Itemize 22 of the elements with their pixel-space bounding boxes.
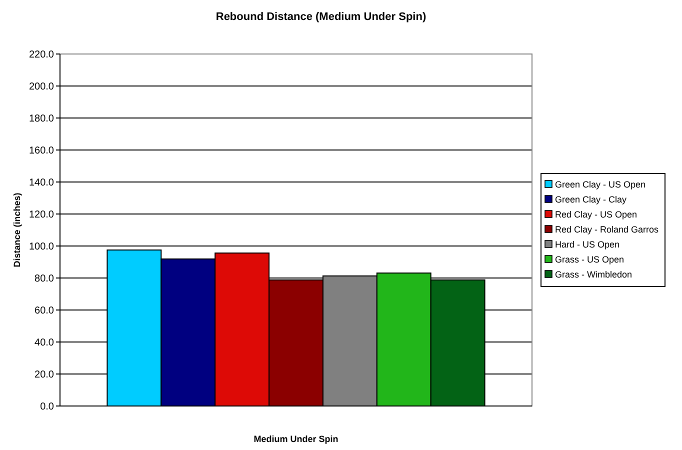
y-tick-label: 200.0 [28, 82, 54, 92]
x-axis-title: Medium Under Spin [254, 434, 338, 444]
y-tick-label: 120.0 [28, 210, 54, 220]
legend-label: Red Clay - US Open [555, 210, 638, 220]
y-tick-label: 60.0 [34, 306, 54, 316]
y-tick-label: 220.0 [28, 50, 54, 60]
y-tick-label: 80.0 [34, 274, 54, 284]
legend-label: Hard - US Open [555, 240, 620, 250]
y-tick-label: 40.0 [34, 338, 54, 348]
y-tick-label: 100.0 [28, 242, 54, 252]
y-tick-label: 180.0 [28, 114, 54, 124]
y-tick-label: 160.0 [28, 146, 54, 156]
legend-label: Grass - US Open [555, 254, 624, 265]
legend-label: Green Clay - US Open [555, 180, 646, 190]
legend-label: Grass - Wimbledon [555, 270, 632, 280]
y-axis-title: Distance (inches) [12, 192, 22, 268]
legend-label: Green Clay - Clay [555, 194, 628, 205]
y-tick-label: 140.0 [28, 178, 54, 188]
chart-title: Rebound Distance (Medium Under Spin) [216, 11, 426, 23]
y-tick-label: 20.0 [34, 370, 54, 380]
y-tick-label: 0.0 [40, 402, 54, 412]
legend-label: Red Clay - Roland Garros [555, 224, 660, 235]
